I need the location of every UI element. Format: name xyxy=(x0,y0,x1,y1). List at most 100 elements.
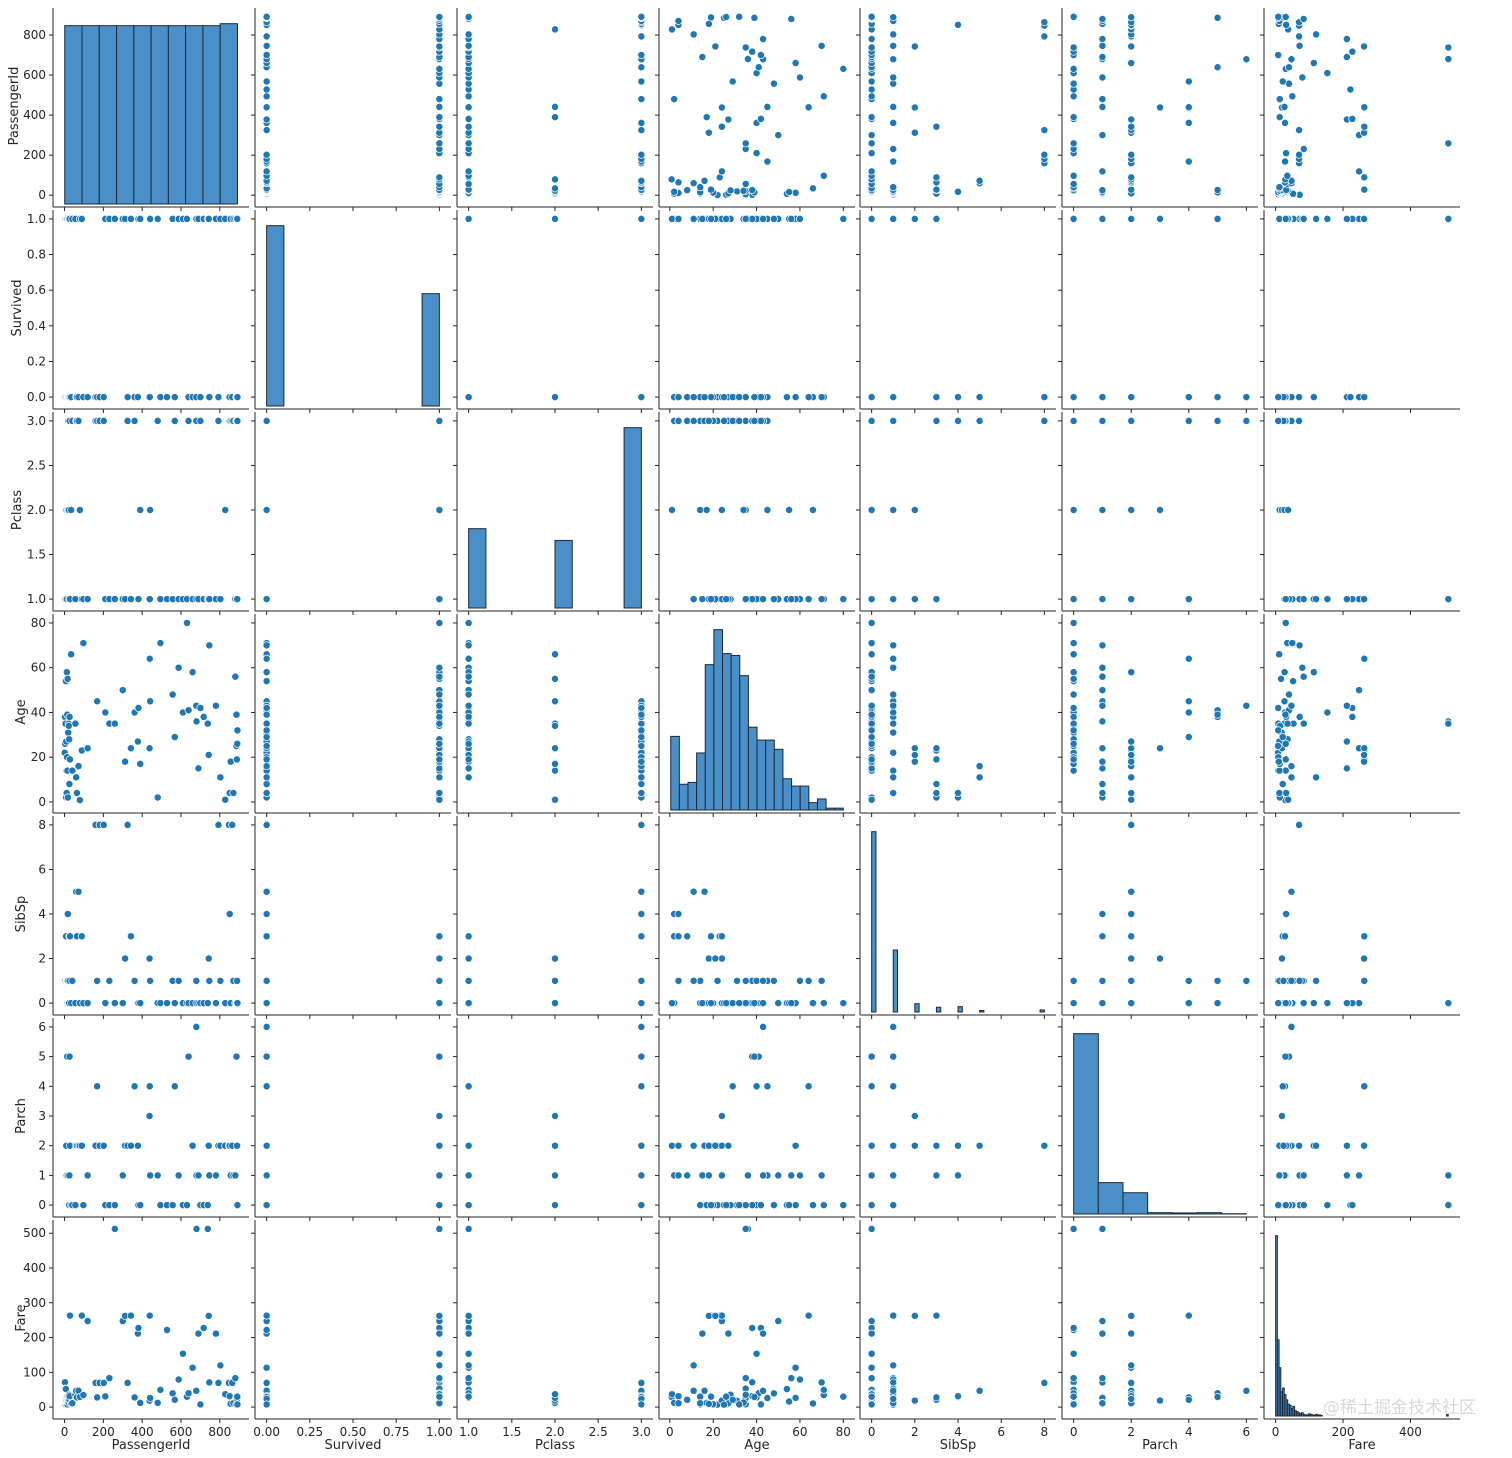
scatter-point xyxy=(740,187,747,194)
scatter-point xyxy=(1282,619,1289,626)
scatter-point xyxy=(1128,738,1135,745)
scatter-point xyxy=(868,150,875,157)
scatter-point xyxy=(465,1142,472,1149)
scatter-point xyxy=(436,65,443,72)
scatter-point xyxy=(742,1391,749,1398)
scatter-point xyxy=(1324,595,1331,602)
histogram-bar xyxy=(714,630,723,810)
histogram-bar xyxy=(117,26,134,204)
panel-SibSp-vs-SibSp xyxy=(856,816,1056,1019)
scatter-point xyxy=(796,1376,803,1383)
scatter-point xyxy=(551,1391,558,1398)
scatter-point xyxy=(1156,745,1163,752)
scatter-point xyxy=(764,158,771,165)
scatter-point xyxy=(84,1172,91,1179)
histogram-bar xyxy=(1098,1183,1123,1214)
scatter-point xyxy=(1099,758,1106,765)
y-axis-label: SibSp xyxy=(14,896,29,933)
scatter-point xyxy=(551,1172,558,1179)
scatter-point xyxy=(976,1387,983,1394)
scatter-point xyxy=(753,1350,760,1357)
scatter-point xyxy=(890,1172,897,1179)
scatter-point xyxy=(72,720,79,727)
scatter-point xyxy=(551,185,558,192)
scatter-point xyxy=(868,740,875,747)
scatter-point xyxy=(263,780,270,787)
histogram-bar xyxy=(757,740,766,810)
x-tick-label: 0 xyxy=(666,1425,674,1439)
histogram-bar xyxy=(186,26,203,204)
y-axis-label: Parch xyxy=(14,1098,29,1134)
y-tick-label: 0.6 xyxy=(27,283,46,297)
scatter-point xyxy=(684,187,691,194)
scatter-point xyxy=(1070,595,1077,602)
scatter-point xyxy=(436,1142,443,1149)
scatter-point xyxy=(911,104,918,111)
scatter-point xyxy=(205,1312,212,1319)
scatter-point xyxy=(759,595,766,602)
scatter-point xyxy=(868,140,875,147)
scatter-point xyxy=(263,642,270,649)
scatter-point xyxy=(1070,720,1077,727)
histogram-bar xyxy=(893,950,897,1012)
scatter-point xyxy=(707,186,714,193)
scatter-point xyxy=(1041,127,1048,134)
scatter-point xyxy=(263,727,270,734)
scatter-point xyxy=(1277,675,1284,682)
scatter-point xyxy=(1128,910,1135,917)
scatter-point xyxy=(465,104,472,111)
scatter-point xyxy=(1070,1374,1077,1381)
scatter-point xyxy=(200,713,207,720)
scatter-point xyxy=(1296,42,1303,49)
scatter-point xyxy=(146,955,153,962)
scatter-point xyxy=(911,43,918,50)
scatter-point xyxy=(1445,215,1452,222)
scatter-point xyxy=(1285,64,1292,71)
scatter-point xyxy=(100,1142,107,1149)
scatter-point xyxy=(1099,702,1106,709)
y-tick-label: 4 xyxy=(38,907,46,921)
x-tick-label: 3.0 xyxy=(632,1425,651,1439)
scatter-point xyxy=(137,1399,144,1406)
y-tick-label: 80 xyxy=(31,616,46,630)
scatter-point xyxy=(890,774,897,781)
scatter-point xyxy=(163,999,170,1006)
scatter-point xyxy=(1099,393,1106,400)
scatter-point xyxy=(1156,955,1163,962)
scatter-point xyxy=(868,756,875,763)
scatter-point xyxy=(1343,1142,1350,1149)
scatter-point xyxy=(775,132,782,139)
y-tick-label: 0 xyxy=(38,1198,46,1212)
scatter-point xyxy=(263,51,270,58)
scatter-point xyxy=(1300,15,1307,22)
scatter-point xyxy=(718,1172,725,1179)
scatter-point xyxy=(890,1362,897,1369)
scatter-point xyxy=(675,179,682,186)
scatter-point xyxy=(436,13,443,20)
scatter-point xyxy=(1070,417,1077,424)
scatter-point xyxy=(868,506,875,513)
scatter-point xyxy=(106,977,113,984)
scatter-point xyxy=(551,215,558,222)
scatter-point xyxy=(1299,664,1306,671)
histogram-bar xyxy=(555,540,572,608)
scatter-point xyxy=(436,691,443,698)
scatter-point xyxy=(1312,1142,1319,1149)
scatter-point xyxy=(1290,678,1297,685)
scatter-point xyxy=(234,215,241,222)
scatter-point xyxy=(217,977,224,984)
y-axis-label: Survived xyxy=(10,279,25,336)
scatter-point xyxy=(1128,933,1135,940)
histogram-bar xyxy=(469,529,486,608)
scatter-point xyxy=(205,751,212,758)
scatter-point xyxy=(718,1112,725,1119)
scatter-point xyxy=(755,64,762,71)
scatter-point xyxy=(818,1172,825,1179)
scatter-point xyxy=(744,55,751,62)
scatter-point xyxy=(436,1201,443,1208)
scatter-point xyxy=(65,729,72,736)
histogram-bar xyxy=(766,740,775,810)
scatter-point xyxy=(465,123,472,130)
scatter-point xyxy=(718,168,725,175)
